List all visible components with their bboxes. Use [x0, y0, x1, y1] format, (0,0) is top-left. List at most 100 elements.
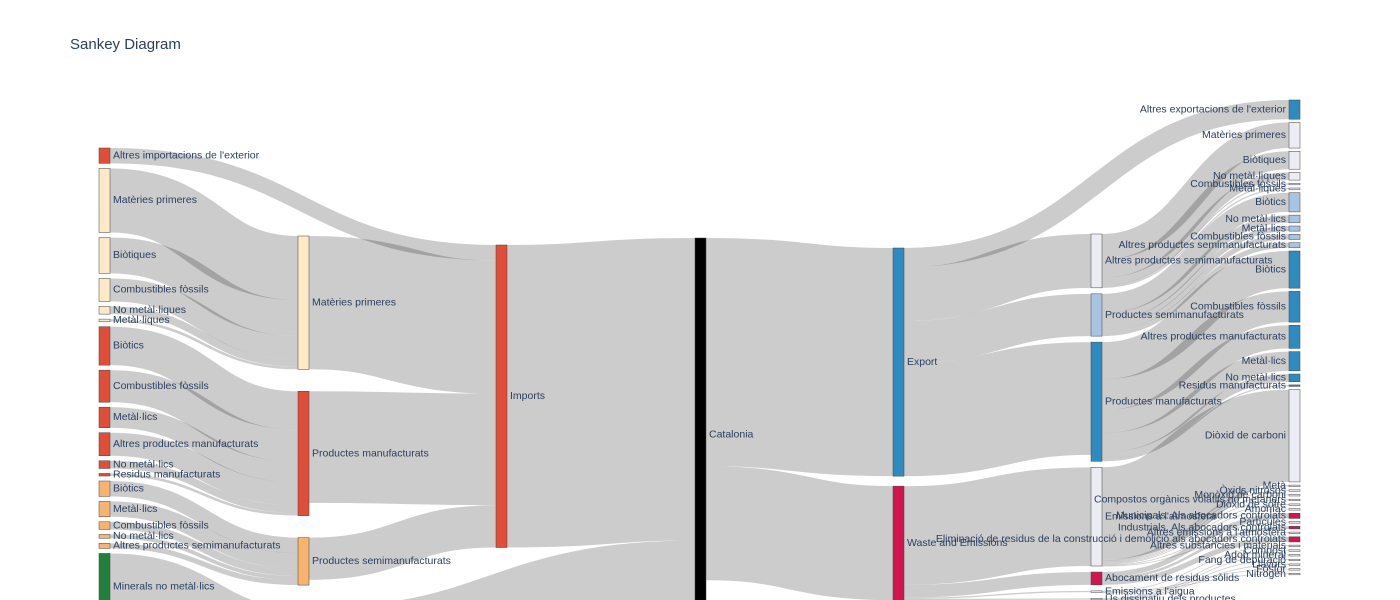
sankey-node[interactable] — [1288, 513, 1301, 519]
sankey-node[interactable] — [98, 278, 111, 302]
sankey-node[interactable] — [98, 534, 111, 539]
sankey-node-label: Industrials. Als abocadors controlats — [1118, 521, 1286, 533]
sankey-node[interactable] — [98, 473, 111, 477]
sankey-node[interactable] — [98, 553, 111, 600]
sankey-node-label: Eliminació de residus de la construcció … — [936, 533, 1286, 545]
sankey-link — [1101, 489, 1290, 562]
sankey-node[interactable] — [297, 537, 310, 586]
sankey-node[interactable] — [495, 244, 508, 548]
sankey-link — [1101, 226, 1290, 326]
sankey-node[interactable] — [98, 147, 111, 164]
sankey-node-label: Imports — [510, 390, 545, 402]
sankey-node[interactable] — [98, 326, 111, 366]
sankey-node[interactable] — [98, 501, 111, 518]
sankey-node[interactable] — [98, 168, 111, 233]
sankey-node[interactable] — [98, 318, 111, 322]
sankey-node[interactable] — [1090, 467, 1103, 567]
sankey-node[interactable] — [1288, 214, 1301, 224]
sankey-node-label: No metàl·liques — [1213, 170, 1286, 182]
sankey-node[interactable] — [1288, 373, 1301, 382]
sankey-node[interactable] — [1288, 558, 1301, 561]
sankey-node[interactable] — [1288, 151, 1301, 170]
sankey-node[interactable] — [1090, 590, 1103, 593]
sankey-node[interactable] — [1288, 508, 1301, 511]
sankey-node-label: Emissions a l'aigua — [1105, 585, 1195, 597]
sankey-node-label: Amoníac — [1245, 503, 1286, 515]
sankey-node[interactable] — [1288, 99, 1301, 120]
sankey-node-label: Municipals. Als abocadors controlats — [1116, 510, 1286, 522]
sankey-node[interactable] — [1090, 233, 1103, 289]
sankey-node[interactable] — [1288, 531, 1301, 534]
sankey-node[interactable] — [98, 369, 111, 403]
sankey-node-label: Altres productes semimanufacturats — [113, 540, 281, 552]
sankey-node-label: Fòsfor — [1256, 563, 1286, 575]
sankey-link — [1101, 151, 1290, 278]
sankey-node[interactable] — [1288, 526, 1301, 530]
sankey-node-label: No metàl·lics — [1225, 213, 1286, 225]
sankey-node[interactable] — [1288, 573, 1301, 576]
sankey-link — [109, 407, 299, 483]
labels-layer: Altres importacions de l'exterior Matèrie… — [113, 103, 1287, 600]
sankey-node-label: Biòtics — [1255, 263, 1286, 275]
sankey-node[interactable] — [1288, 544, 1301, 547]
sankey-node[interactable] — [297, 391, 310, 516]
sankey-node-label: Biòtiques — [1243, 154, 1286, 166]
sankey-node[interactable] — [1288, 192, 1301, 213]
sankey-node[interactable] — [297, 235, 310, 370]
sankey-node[interactable] — [892, 247, 905, 477]
sankey-node[interactable] — [1288, 291, 1301, 323]
sankey-node[interactable] — [1288, 536, 1301, 543]
sankey-node[interactable] — [1288, 389, 1301, 483]
sankey-node-label: Ús dissipatiu dels productes — [1105, 592, 1236, 600]
sankey-node[interactable] — [1090, 293, 1103, 337]
sankey-node[interactable] — [1288, 384, 1301, 387]
sankey-node[interactable] — [98, 460, 111, 469]
sankey-node[interactable] — [1288, 172, 1301, 181]
sankey-node[interactable] — [1090, 341, 1103, 462]
sankey-node[interactable] — [1288, 568, 1301, 571]
sankey-node-label: Altres productes manufacturats — [113, 438, 258, 450]
sankey-node[interactable] — [1288, 325, 1301, 349]
sankey-node[interactable] — [1288, 234, 1301, 240]
sankey-node[interactable] — [98, 406, 111, 428]
sankey-node[interactable] — [1288, 521, 1301, 524]
sankey-node[interactable] — [98, 521, 111, 530]
sankey-node[interactable] — [1288, 549, 1301, 552]
sankey-node[interactable] — [1288, 242, 1301, 249]
sankey-link — [308, 505, 497, 580]
sankey-node[interactable] — [892, 485, 905, 600]
sankey-node[interactable] — [1288, 484, 1301, 487]
sankey-node[interactable] — [1090, 571, 1103, 586]
sankey-node[interactable] — [98, 543, 111, 549]
sankey-node[interactable] — [1288, 554, 1301, 557]
sankey-node[interactable] — [1288, 250, 1301, 289]
sankey-node[interactable] — [98, 480, 111, 497]
sankey-node[interactable] — [694, 237, 707, 600]
sankey-node-label: Residus manufacturats — [1179, 379, 1286, 391]
sankey-node[interactable] — [98, 432, 111, 457]
sankey-node[interactable] — [98, 306, 111, 315]
sankey-node[interactable] — [1288, 351, 1301, 372]
chart-title: Sankey Diagram — [70, 36, 181, 53]
sankey-node[interactable] — [1288, 225, 1301, 232]
sankey-link — [109, 501, 299, 569]
sankey-node[interactable] — [1288, 122, 1301, 149]
sankey-node[interactable] — [98, 237, 111, 274]
sankey-node-label: Metàl·lics — [1242, 222, 1286, 234]
sankey-node[interactable] — [1288, 187, 1301, 190]
sankey-node-label: Altres productes manufacturats — [1141, 331, 1286, 343]
sankey-node[interactable] — [1288, 563, 1301, 566]
sankey-link — [903, 590, 1092, 599]
sankey-node[interactable] — [1288, 183, 1301, 186]
sankey-node-label: Altres emissions a l'atmosfera — [1147, 527, 1286, 539]
sankey-link — [903, 99, 1290, 268]
sankey-node[interactable] — [1288, 494, 1301, 497]
sankey-node-label: Metàl·lics — [113, 411, 157, 423]
sankey-link — [1101, 508, 1290, 565]
sankey-node-label: Compost — [1244, 544, 1286, 556]
sankey-node[interactable] — [1288, 489, 1301, 492]
sankey-node[interactable] — [1288, 498, 1301, 501]
sankey-node-label: Adob mineral — [1224, 549, 1286, 561]
sankey-link — [1101, 521, 1290, 566]
sankey-node[interactable] — [1288, 503, 1301, 506]
